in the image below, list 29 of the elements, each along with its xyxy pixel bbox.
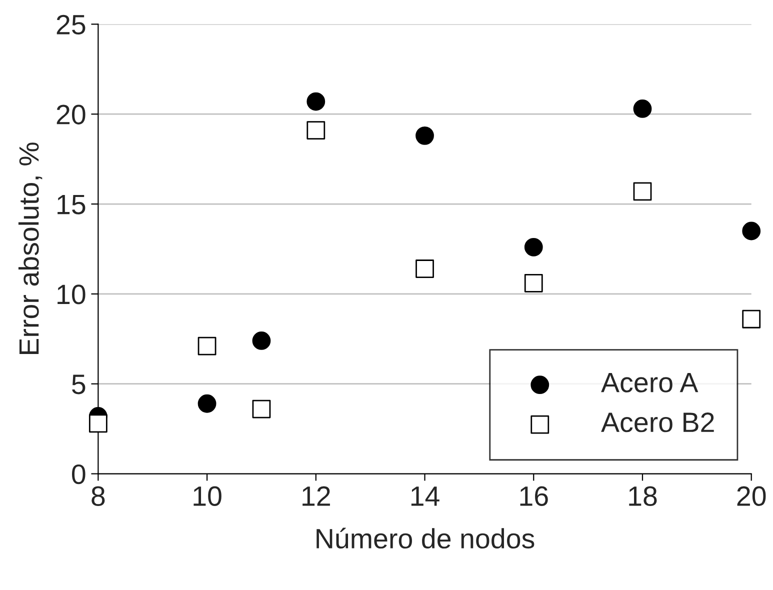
x-tick-label: 14 xyxy=(411,486,440,506)
point xyxy=(742,310,761,328)
legend-label: Acero B2 xyxy=(601,412,714,432)
y-tick-label: 15 xyxy=(58,194,86,214)
point xyxy=(198,336,216,356)
y-tick-label: 10 xyxy=(58,284,86,304)
point xyxy=(633,100,652,118)
point xyxy=(88,414,108,433)
x-tick-label: 10 xyxy=(194,486,222,506)
y-axis-title: Error absoluto, % xyxy=(18,142,42,354)
point xyxy=(198,394,216,413)
point xyxy=(524,238,543,256)
y-tick-label: 25 xyxy=(56,14,86,35)
x-tick-label: 18 xyxy=(629,486,657,506)
x-tick-label: 8 xyxy=(92,486,105,506)
point xyxy=(633,182,652,201)
y-tick-label: 5 xyxy=(72,374,86,394)
y-tick-label: 0 xyxy=(72,464,86,484)
x-axis-title: Número de nodos xyxy=(316,528,534,549)
y-tick-label: 20 xyxy=(56,104,86,124)
x-tick-label: 20 xyxy=(737,486,766,506)
legend-label: Acero A xyxy=(601,373,698,392)
point xyxy=(252,400,271,418)
point xyxy=(306,92,326,111)
x-tick-label: 12 xyxy=(302,486,330,506)
point xyxy=(742,222,761,240)
point xyxy=(416,126,434,145)
point xyxy=(252,331,271,350)
x-tick-label: 16 xyxy=(520,486,548,506)
